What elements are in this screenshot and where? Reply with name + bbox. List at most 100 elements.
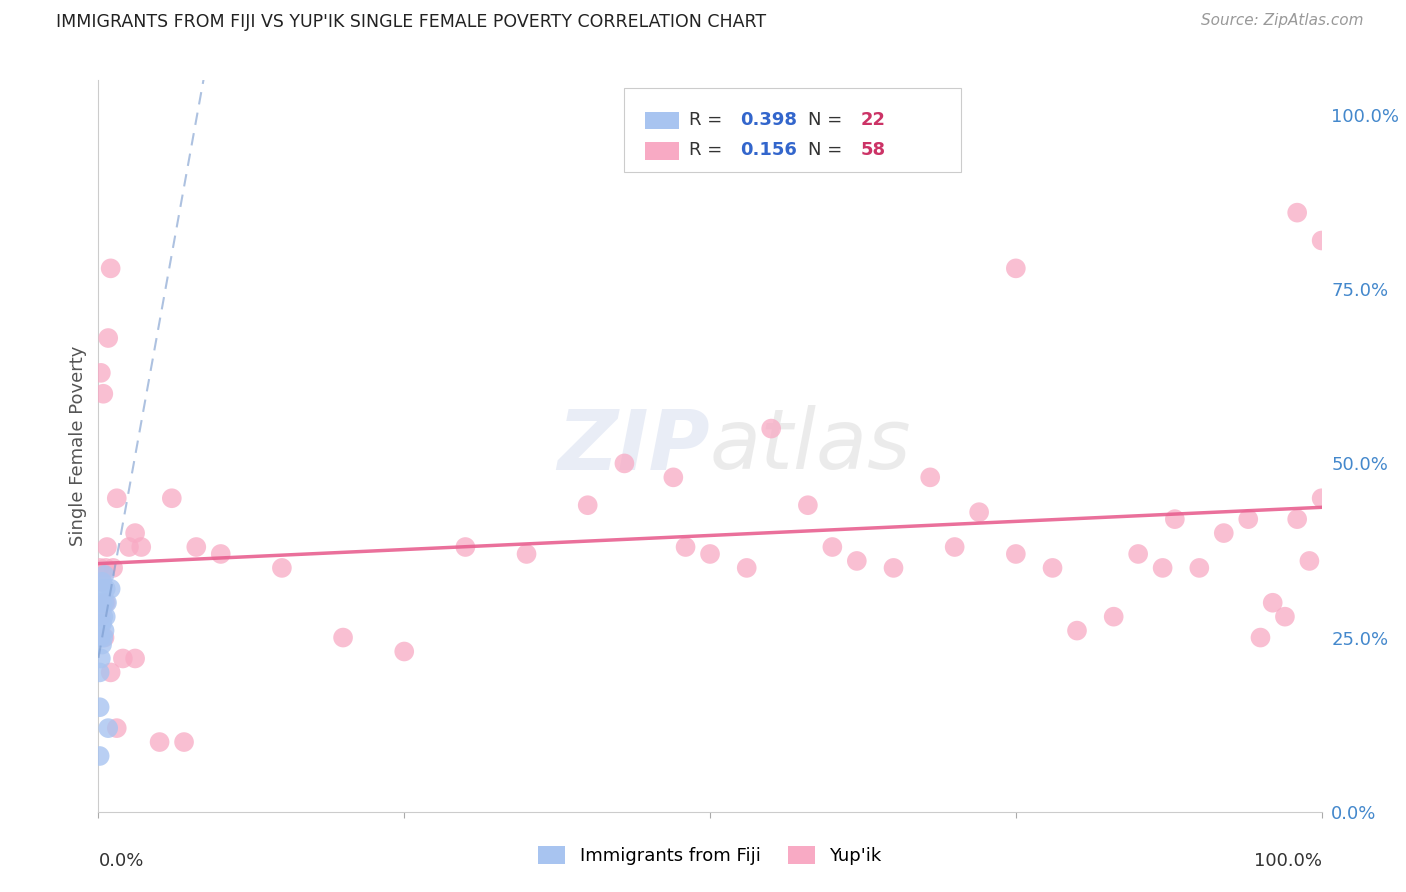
Point	[735, 561, 758, 575]
Point	[1310, 234, 1333, 248]
Point	[270, 561, 294, 575]
Point	[160, 491, 183, 506]
Point	[332, 631, 354, 645]
Text: R =: R =	[689, 111, 728, 128]
Point	[118, 540, 141, 554]
Point	[94, 582, 117, 596]
Point	[89, 749, 111, 764]
Text: R =: R =	[689, 142, 728, 160]
Point	[967, 505, 990, 519]
Point	[124, 651, 146, 665]
Point	[209, 547, 232, 561]
Text: 0.156: 0.156	[741, 142, 797, 160]
Point	[883, 561, 905, 575]
Bar	[645, 143, 679, 160]
Point	[699, 547, 721, 561]
Point	[1152, 561, 1174, 575]
Text: 58: 58	[860, 142, 886, 160]
Point	[845, 554, 868, 568]
Text: 0.398: 0.398	[741, 111, 797, 128]
Point	[576, 498, 599, 512]
Text: 22: 22	[860, 111, 886, 128]
Point	[149, 735, 172, 749]
Point	[1237, 512, 1260, 526]
Point	[91, 609, 114, 624]
Point	[1164, 512, 1187, 526]
Point	[90, 616, 112, 631]
Point	[1128, 547, 1150, 561]
Point	[124, 526, 146, 541]
Y-axis label: Single Female Poverty: Single Female Poverty	[69, 346, 87, 546]
Point	[1102, 609, 1125, 624]
Point	[96, 596, 118, 610]
Point	[515, 547, 537, 561]
Point	[1212, 526, 1234, 541]
Point	[943, 540, 966, 554]
Point	[89, 665, 111, 680]
Text: 100.0%: 100.0%	[1254, 852, 1322, 870]
Point	[129, 540, 152, 554]
Point	[454, 540, 477, 554]
Point	[97, 331, 120, 345]
Point	[1261, 596, 1284, 610]
Point	[93, 631, 115, 645]
Point	[675, 540, 697, 554]
Point	[90, 596, 112, 610]
Point	[91, 596, 114, 610]
Point	[821, 540, 844, 554]
Text: 0.0%: 0.0%	[98, 852, 143, 870]
Text: Source: ZipAtlas.com: Source: ZipAtlas.com	[1201, 13, 1364, 29]
Point	[90, 651, 112, 665]
Point	[1188, 561, 1211, 575]
Point	[1286, 512, 1309, 526]
Point	[100, 665, 122, 680]
Point	[91, 631, 114, 645]
Point	[1042, 561, 1064, 575]
Bar	[645, 112, 679, 129]
Point	[1298, 554, 1320, 568]
Point	[94, 561, 117, 575]
Point	[105, 721, 128, 735]
Point	[89, 561, 111, 575]
Text: ZIP: ZIP	[557, 406, 710, 486]
Text: atlas: atlas	[710, 406, 911, 486]
Point	[97, 721, 120, 735]
Point	[90, 609, 112, 624]
Point	[1004, 547, 1026, 561]
Point	[93, 596, 115, 610]
Point	[93, 624, 115, 638]
Point	[91, 574, 114, 589]
Point	[920, 470, 942, 484]
Point	[91, 582, 114, 596]
Point	[91, 574, 114, 589]
Point	[797, 498, 820, 512]
Point	[100, 582, 122, 596]
Point	[105, 491, 128, 506]
Point	[173, 735, 195, 749]
Point	[94, 596, 117, 610]
Point	[392, 644, 416, 658]
Point	[89, 700, 111, 714]
Point	[761, 421, 783, 435]
Point	[186, 540, 208, 554]
Point	[1004, 261, 1026, 276]
Point	[662, 470, 685, 484]
Point	[1249, 631, 1271, 645]
Point	[111, 651, 134, 665]
Point	[91, 638, 114, 652]
Point	[90, 631, 112, 645]
Text: IMMIGRANTS FROM FIJI VS YUP'IK SINGLE FEMALE POVERTY CORRELATION CHART: IMMIGRANTS FROM FIJI VS YUP'IK SINGLE FE…	[56, 13, 766, 31]
Text: N =: N =	[808, 111, 848, 128]
Point	[1066, 624, 1088, 638]
Point	[1286, 205, 1309, 219]
Point	[1274, 609, 1296, 624]
Point	[94, 609, 117, 624]
Legend: Immigrants from Fiji, Yup'ik: Immigrants from Fiji, Yup'ik	[531, 838, 889, 872]
Point	[93, 567, 115, 582]
FancyBboxPatch shape	[624, 87, 960, 171]
Point	[90, 366, 112, 380]
Point	[96, 540, 118, 554]
Point	[100, 261, 122, 276]
Text: N =: N =	[808, 142, 848, 160]
Point	[91, 616, 114, 631]
